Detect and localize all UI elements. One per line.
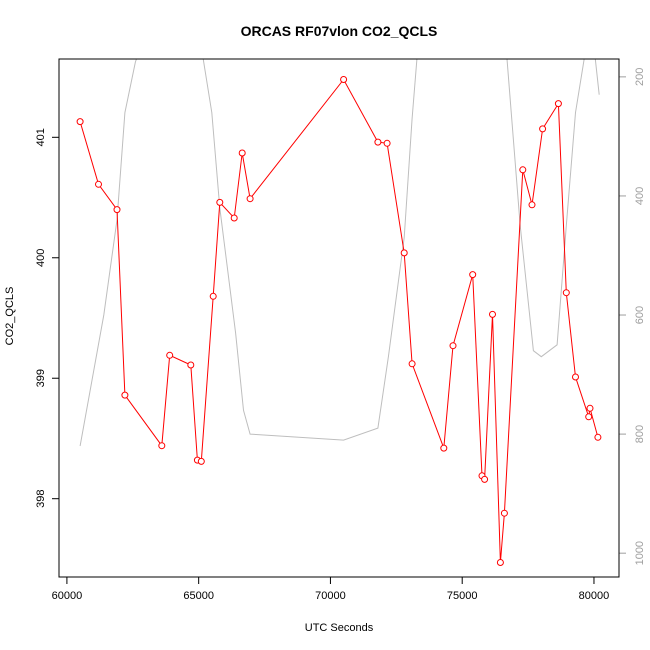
co2-series-line (79, 78, 599, 563)
co2-data-point (586, 404, 594, 412)
co2-data-point (216, 198, 224, 206)
y-tick-label: 401 (35, 128, 47, 146)
co2-data-point (95, 180, 102, 188)
co2-data-point (440, 444, 448, 452)
y-axis-label: CO2_QCLS (4, 287, 16, 346)
co2-data-point (121, 391, 129, 399)
co2-data-point (554, 100, 562, 108)
chart-title: ORCAS RF07vlon CO2_QCLS (241, 23, 438, 39)
y2-tick-label: 1000 (634, 541, 646, 565)
co2-data-point (113, 206, 121, 214)
co2-data-point (481, 475, 489, 483)
co2-data-point (197, 457, 205, 465)
co2-data-point (383, 139, 391, 147)
co2-data-point (246, 195, 254, 203)
y-tick-label: 400 (35, 249, 47, 267)
co2-data-point (230, 214, 238, 222)
co2-data-point (158, 442, 166, 450)
co2-data-point (400, 249, 408, 257)
x-axis-label: UTC Seconds (305, 622, 374, 634)
y2-tick-label: 400 (634, 187, 646, 205)
x-tick-label: 70000 (315, 590, 346, 602)
co2-data-point (519, 166, 527, 174)
co2-data-point (594, 433, 602, 441)
co2-data-point (469, 271, 477, 279)
co2-data-point (449, 342, 457, 350)
co2-data-point (500, 509, 508, 517)
co2-data-point (585, 413, 593, 421)
co2-data-point (539, 125, 547, 133)
y-tick-label: 399 (35, 369, 47, 387)
axes-layer: 60000 65000 70000 75000 80000 398 399 400 401 200… (35, 68, 646, 602)
series-layer (76, 59, 602, 566)
co2-data-point (166, 351, 174, 359)
co2-data-point (408, 360, 416, 368)
co2-data-point (340, 76, 348, 83)
y-tick-label: 398 (35, 490, 47, 508)
co2-data-point (76, 118, 84, 126)
co2-data-point (562, 289, 570, 297)
co2-data-point (238, 149, 246, 157)
co2-data-point (187, 361, 195, 369)
x-tick-label: 75000 (447, 590, 478, 602)
right-axis-series-line (79, 59, 600, 447)
co2-data-point (572, 373, 579, 381)
co2-data-point (496, 559, 504, 566)
y2-tick-label: 800 (634, 425, 646, 443)
co2-data-point (374, 138, 382, 146)
y2-tick-label: 600 (634, 306, 646, 324)
x-tick-label: 60000 (52, 590, 83, 602)
co2-data-point (209, 292, 217, 300)
plot-frame (58, 58, 620, 578)
x-tick-label: 65000 (183, 590, 214, 602)
x-tick-label: 80000 (579, 590, 610, 602)
co2-data-point (489, 310, 496, 318)
co2-data-point (528, 201, 536, 209)
y2-tick-label: 200 (634, 68, 646, 86)
